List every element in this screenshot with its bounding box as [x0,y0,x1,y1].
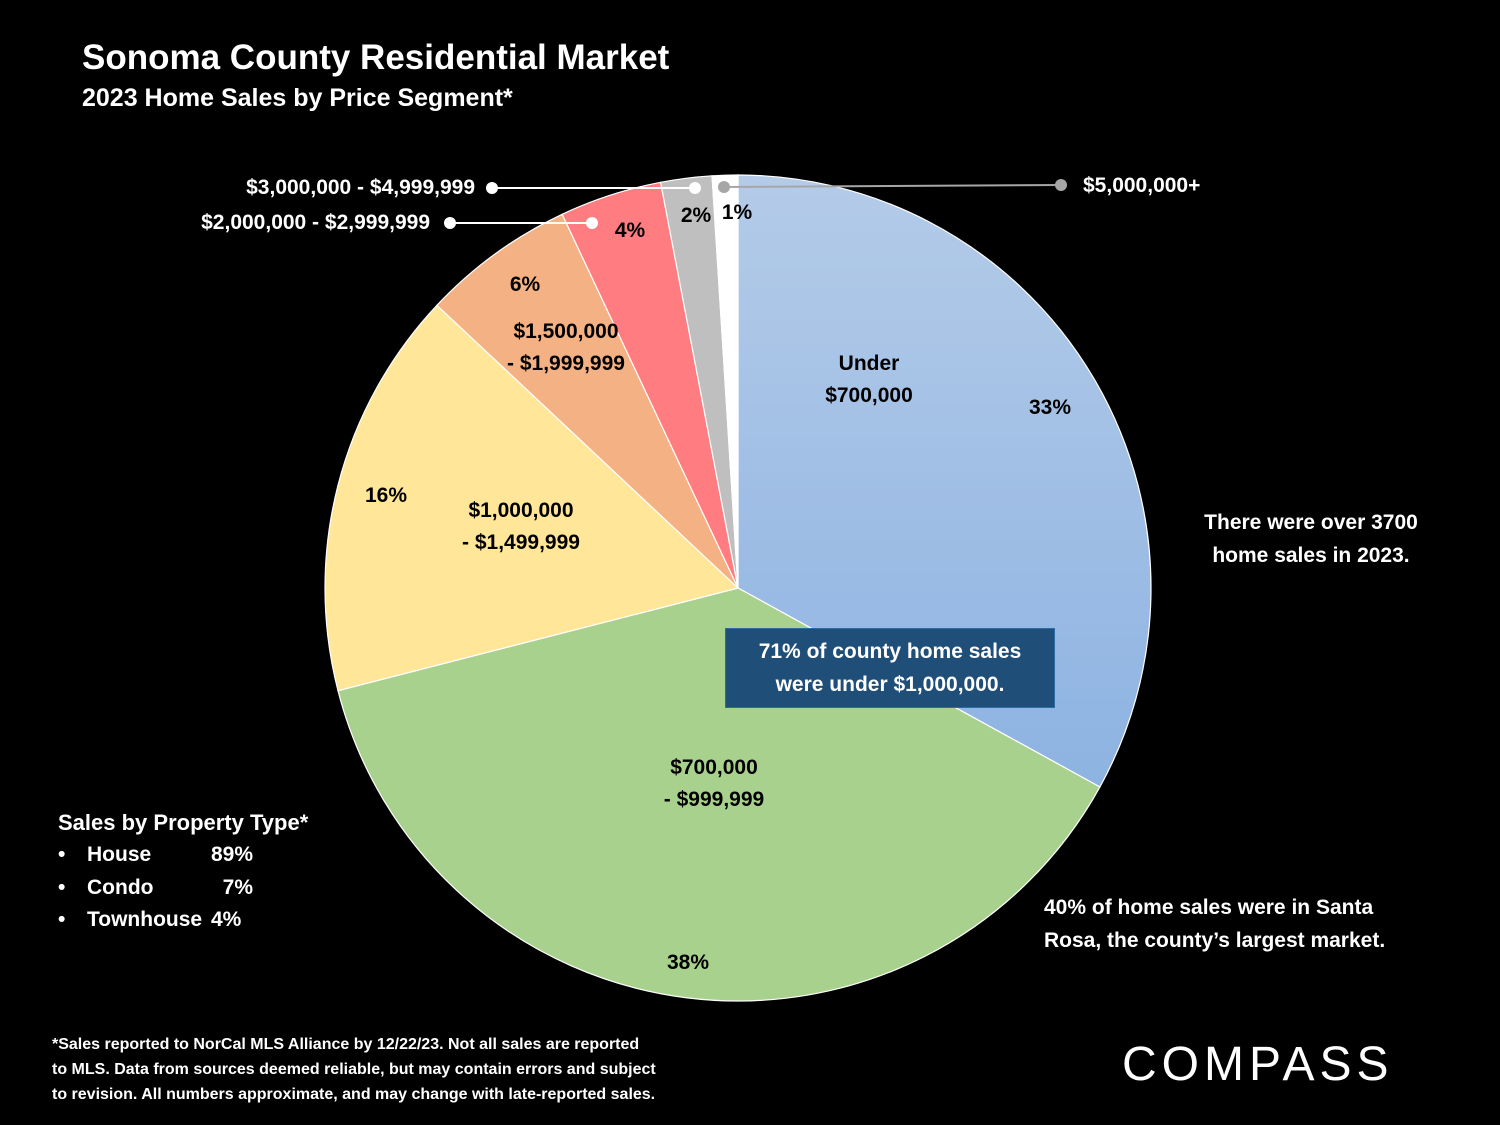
pie-slice-3 [436,213,739,589]
leader-line-5m-plus [723,184,1062,188]
pct-label: 4% [614,219,646,242]
pct-label: 6% [509,273,541,296]
santa-rosa-note: 40% of home sales were in Santa Rosa, the… [1044,896,1386,952]
leader-dot [1055,179,1067,191]
leader-dot [689,182,701,194]
property-type-list: Sales by Property Type* • House 89% • Condo… [58,806,308,937]
chart-title: Sonoma County Residential Market [82,38,670,77]
slice-label-2m-3m: $2,000,000 - $2,999,999 [201,211,430,234]
pct-label: 33% [1028,396,1072,419]
slice-label-1m-1.5m: $1,000,000- $1,499,999 [462,499,580,554]
callout-box: 71% of county home sales were under $1,00… [725,628,1055,708]
slice-label-under-700k: Under $700,000 [825,352,913,407]
slice-label-5m-plus: $5,000,000+ [1083,174,1201,197]
leader-dot [718,181,730,193]
footnote: *Sales reported to NorCal MLS Alliance b… [52,1036,656,1103]
slice-label-1.5m-2m: $1,500,000- $1,999,999 [507,320,625,375]
list-item: • House 89% [58,843,254,866]
total-sales-note: There were over 3700 home sales in 2023. [1204,511,1418,567]
compass-logo: COMPASS [1122,1038,1394,1091]
chart-subtitle: 2023 Home Sales by Price Segment* [82,84,513,112]
leader-dot [444,217,456,229]
leader-dot [486,182,498,194]
pct-label: 2% [680,204,712,227]
pct-label: 1% [721,201,753,224]
leader-lines [450,184,1062,224]
pct-label: 16% [364,484,408,507]
leader-dot [586,217,598,229]
pie-slice-2 [324,304,740,692]
pct-label: 38% [666,951,710,974]
slice-label-3m-5m: $3,000,000 - $4,999,999 [246,176,475,199]
slice-label-700k-999k: $700,000- $999,999 [663,756,765,811]
pie-slice-6 [711,174,739,589]
list-item: • Condo 7% [58,875,254,899]
list-item: • Townhouse 4% [58,908,242,931]
property-type-heading: Sales by Property Type* [58,810,309,835]
